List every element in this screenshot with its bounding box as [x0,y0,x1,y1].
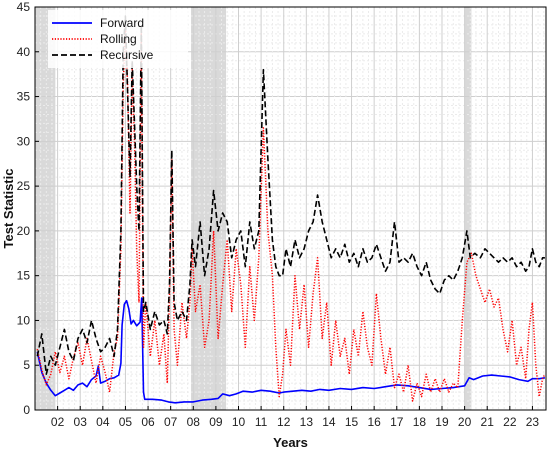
shaded-period-3 [464,7,472,410]
x-tick-label: 19 [435,415,449,429]
x-tick-label: 09 [209,415,223,429]
y-tick-label: 40 [17,45,31,59]
x-axis-title: Years [273,435,308,450]
x-tick-label: 11 [255,415,268,429]
legend-label-recursive: Recursive [100,48,154,62]
x-tick-label: 07 [164,415,178,429]
y-axis-title: Test Statistic [1,169,16,249]
x-tick-label: 05 [119,415,133,429]
x-tick-label: 03 [74,415,88,429]
x-tick-label: 13 [300,415,314,429]
x-tick-label: 02 [51,415,65,429]
x-tick-label: 15 [345,415,359,429]
x-tick-label: 04 [96,415,110,429]
x-axis-ticks: 02 03 04 05 06 07 08 09 10 11 12 13 14 15 16 17 18 19 20 21… [51,406,539,429]
legend-label-rolling: Rolling [100,32,137,46]
series-line-recursive [36,15,545,375]
x-tick-label: 18 [413,415,427,429]
shaded-periods [35,7,472,410]
y-tick-label: 10 [17,313,31,327]
x-tick-label: 12 [277,415,291,429]
x-tick-label: 08 [187,415,201,429]
y-tick-label: 15 [17,269,31,283]
x-tick-label: 16 [367,415,381,429]
x-tick-label: 17 [390,415,404,429]
y-tick-label: 20 [17,224,31,238]
legend-box [48,10,188,68]
x-tick-label: 22 [503,415,517,429]
x-tick-label: 23 [526,415,540,429]
y-tick-label: 25 [17,179,31,193]
legend-label-forward: Forward [100,16,144,30]
y-tick-label: 45 [17,0,31,14]
shaded-period-1 [35,7,56,410]
x-tick-label: 10 [232,415,246,429]
y-tick-label: 30 [17,134,31,148]
y-tick-label: 35 [17,90,31,104]
plot-frame [34,6,547,411]
x-tick-label: 14 [322,415,336,429]
x-tick-label: 20 [458,415,472,429]
y-tick-label: 0 [23,403,30,417]
x-tick-label: 21 [481,415,495,429]
x-tick-label: 06 [141,415,155,429]
y-tick-label: 5 [23,358,30,372]
shaded-period-2 [191,7,227,410]
legend: Forward Rolling Recursive [48,10,188,68]
y-axis-ticks: 0 5 10 15 20 25 30 35 40 45 [17,0,39,417]
